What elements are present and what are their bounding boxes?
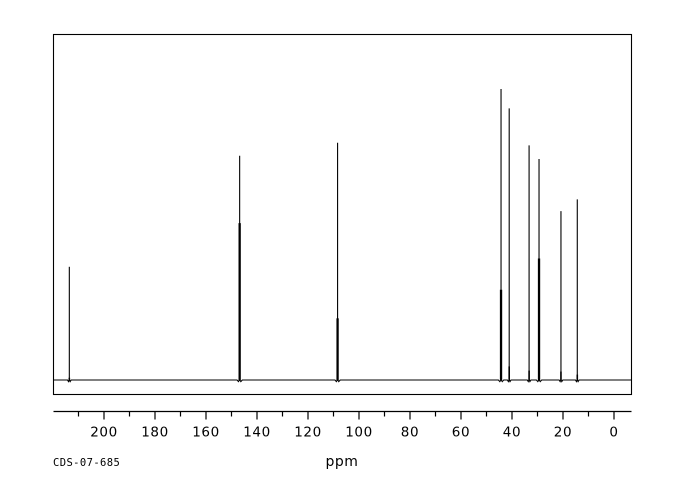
x-axis-tick-label: 100 bbox=[345, 425, 373, 441]
x-axis-tick-label: 140 bbox=[243, 425, 271, 441]
x-axis-title: ppm bbox=[326, 454, 359, 470]
x-axis-tick-label: 60 bbox=[452, 425, 470, 441]
x-axis-tick-label: 0 bbox=[609, 425, 618, 441]
x-axis-tick-label: 20 bbox=[554, 425, 572, 441]
x-axis-ticks bbox=[77, 411, 615, 420]
spectrum-baseline bbox=[53, 378, 632, 383]
sample-code-label: CDS-07-685 bbox=[53, 457, 120, 469]
x-axis-tick-label: 80 bbox=[401, 425, 419, 441]
spectrum-trace bbox=[68, 89, 579, 380]
plot-frame bbox=[52, 33, 633, 396]
x-axis-tick-label: 180 bbox=[141, 425, 169, 441]
x-axis-tick-labels: 200 180 160 140 120 100 80 60 40 20 0 bbox=[90, 425, 618, 441]
x-axis-tick-label: 40 bbox=[503, 425, 521, 441]
x-axis-tick-label: 200 bbox=[90, 425, 118, 441]
x-axis-tick-label: 160 bbox=[192, 425, 220, 441]
x-axis-tick-label: 120 bbox=[294, 425, 322, 441]
